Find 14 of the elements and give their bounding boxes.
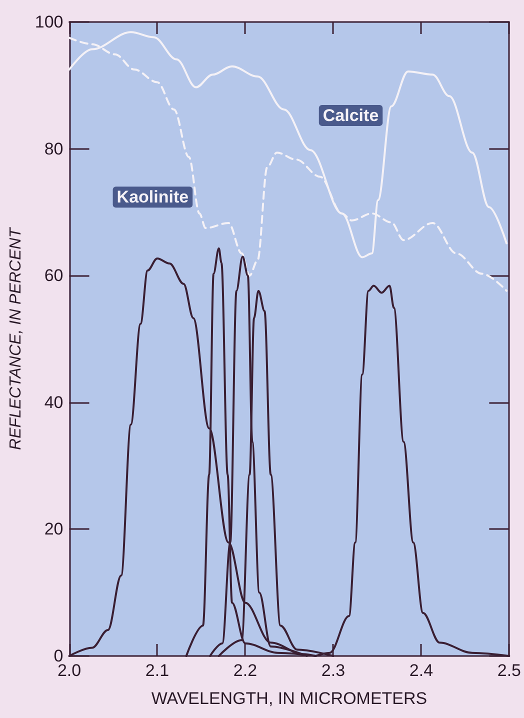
x-tick-label: 2.2: [233, 661, 258, 680]
series-label: Kaolinite: [116, 188, 189, 207]
x-tick-label: 2.1: [145, 661, 170, 680]
y-tick-label: 60: [44, 266, 64, 286]
y-tick-label: 80: [44, 139, 64, 158]
y-axis-title: REFLECTANCE, IN PERCENT: [8, 226, 24, 450]
y-tick-label: 20: [44, 520, 64, 539]
x-axis-title: WAVELENGTH, IN MICROMETERS: [151, 689, 428, 708]
y-tick-label: 40: [44, 392, 64, 412]
series-label: Calcite: [322, 106, 379, 125]
x-tick-label: 2.3: [321, 661, 346, 680]
x-tick-label: 2.5: [497, 661, 522, 680]
x-tick-label: 2.4: [409, 661, 434, 680]
y-tick-label: 100: [34, 12, 64, 32]
